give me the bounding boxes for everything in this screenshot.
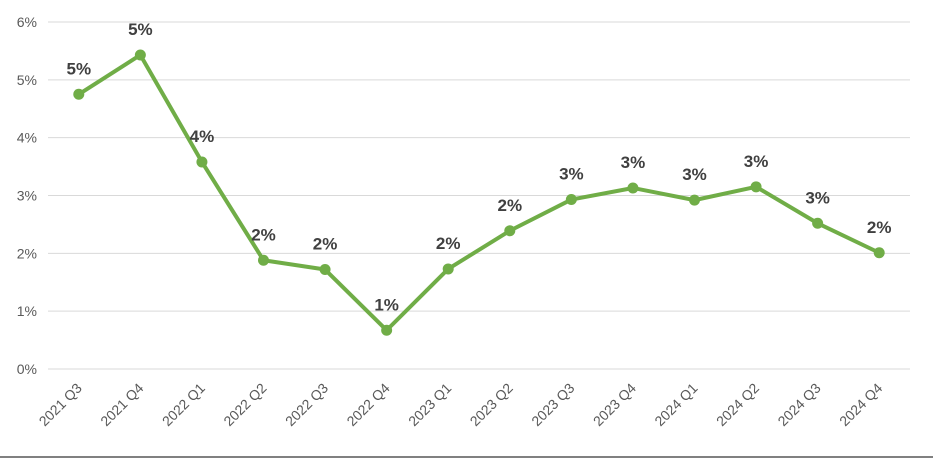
data-label: 3%: [744, 152, 769, 171]
data-label: 2%: [251, 225, 276, 244]
data-label: 3%: [682, 165, 707, 184]
data-label: 2%: [436, 234, 461, 253]
data-label: 4%: [190, 127, 215, 146]
x-axis-tick-labels: 2021 Q3 2021 Q4 2022 Q1 2022 Q2 2022 Q3 2022 …: [36, 380, 886, 429]
data-label: 2%: [867, 218, 892, 237]
x-tick-label: 2022 Q2: [220, 380, 269, 429]
x-tick-label: 2023 Q4: [590, 380, 639, 429]
data-point: [627, 182, 639, 194]
data-point: [319, 264, 331, 276]
y-tick-label: 1%: [17, 303, 37, 319]
x-tick-label: 2024 Q2: [713, 380, 762, 429]
x-tick-label: 2021 Q3: [36, 380, 85, 429]
series-line-path: [76, 52, 882, 333]
y-tick-label: 6%: [17, 14, 37, 30]
data-label: 3%: [621, 153, 646, 172]
data-label: 2%: [313, 235, 338, 254]
data-point: [565, 194, 577, 206]
data-label: 5%: [66, 59, 91, 78]
data-point: [196, 156, 208, 168]
y-tick-label: 4%: [17, 130, 37, 146]
data-point: [134, 49, 146, 61]
x-tick-label: 2024 Q3: [774, 380, 823, 429]
gridlines: [48, 21, 910, 370]
data-label: 1%: [374, 295, 399, 314]
y-tick-label: 5%: [17, 72, 37, 88]
data-point: [442, 263, 454, 275]
data-label: 3%: [805, 188, 830, 207]
data-label: 2%: [497, 196, 522, 215]
x-tick-label: 2024 Q4: [836, 380, 885, 429]
x-tick-label: 2023 Q3: [528, 380, 577, 429]
data-point: [812, 217, 824, 229]
data-point: [750, 181, 762, 193]
data-point: [689, 194, 700, 206]
data-labels: 5% 5% 4% 2% 2% 1% 2% 2% 3% 3% 3% 3% 3% 2%: [66, 20, 891, 314]
x-tick-label: 2022 Q3: [282, 380, 331, 429]
data-point: [258, 254, 269, 266]
x-tick-label: 2022 Q4: [343, 380, 392, 429]
x-tick-label: 2023 Q2: [467, 380, 516, 429]
series-line: [76, 52, 882, 333]
data-point: [873, 247, 885, 259]
y-axis-tick-labels: 0% 1% 2% 3% 4% 5% 6%: [17, 14, 37, 377]
y-tick-label: 2%: [17, 245, 37, 261]
x-tick-label: 2024 Q1: [651, 380, 700, 429]
data-point: [381, 324, 393, 336]
x-tick-label: 2021 Q4: [97, 380, 146, 429]
y-tick-label: 3%: [17, 188, 37, 204]
data-point: [73, 88, 85, 100]
data-label: 3%: [559, 165, 584, 184]
series-points: [73, 49, 885, 336]
x-tick-label: 2023 Q1: [405, 380, 454, 429]
data-point: [504, 225, 516, 237]
y-tick-label: 0%: [17, 361, 37, 377]
x-tick-label: 2022 Q1: [159, 380, 208, 429]
data-label: 5%: [128, 20, 153, 39]
